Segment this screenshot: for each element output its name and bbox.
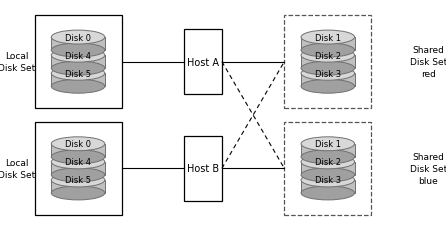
Bar (51, 180, 105, 193)
Bar (51, 144, 105, 157)
Ellipse shape (51, 186, 105, 200)
Ellipse shape (51, 168, 105, 182)
Ellipse shape (301, 62, 355, 76)
Ellipse shape (301, 49, 355, 63)
Text: Disk 3: Disk 3 (315, 176, 341, 185)
Ellipse shape (301, 186, 355, 200)
Text: Disk 0: Disk 0 (65, 140, 91, 149)
Ellipse shape (301, 173, 355, 187)
Bar (301, 162, 355, 175)
Ellipse shape (301, 67, 355, 81)
Ellipse shape (51, 150, 105, 164)
Text: Disk 2: Disk 2 (315, 52, 341, 60)
Bar (301, 180, 355, 193)
Ellipse shape (301, 168, 355, 182)
Bar (184, 136, 222, 201)
Bar (285, 16, 371, 109)
Text: Local
Disk Set: Local Disk Set (0, 52, 36, 73)
Ellipse shape (301, 137, 355, 151)
Text: Disk 5: Disk 5 (65, 176, 91, 185)
Bar (51, 56, 105, 69)
Ellipse shape (51, 44, 105, 58)
Ellipse shape (51, 155, 105, 169)
Text: Disk 5: Disk 5 (65, 70, 91, 78)
Text: Disk 3: Disk 3 (315, 70, 341, 78)
Text: Disk 4: Disk 4 (65, 158, 91, 167)
Ellipse shape (51, 31, 105, 45)
Bar (51, 162, 105, 175)
Text: Shared
Disk Set
blue: Shared Disk Set blue (409, 152, 446, 185)
Bar (51, 74, 105, 87)
Ellipse shape (51, 80, 105, 94)
Text: Disk 2: Disk 2 (315, 158, 341, 167)
Bar (285, 122, 371, 215)
Ellipse shape (51, 137, 105, 151)
Text: Disk 0: Disk 0 (65, 33, 91, 42)
Text: Host B: Host B (187, 164, 219, 174)
Ellipse shape (51, 173, 105, 187)
Ellipse shape (301, 155, 355, 169)
Bar (301, 38, 355, 51)
Ellipse shape (51, 67, 105, 81)
Text: Local
Disk Set: Local Disk Set (0, 158, 36, 179)
Bar (51, 38, 105, 51)
Text: Shared
Disk Set
red: Shared Disk Set red (409, 46, 446, 79)
Ellipse shape (51, 62, 105, 76)
Ellipse shape (301, 44, 355, 58)
Ellipse shape (301, 150, 355, 164)
Bar (301, 144, 355, 157)
Text: Disk 4: Disk 4 (65, 52, 91, 60)
Bar (301, 56, 355, 69)
Ellipse shape (301, 80, 355, 94)
Text: Disk 1: Disk 1 (315, 33, 341, 42)
Bar (34, 16, 121, 109)
Ellipse shape (51, 49, 105, 63)
Ellipse shape (301, 31, 355, 45)
Bar (301, 74, 355, 87)
Bar (34, 122, 121, 215)
Bar (184, 30, 222, 95)
Text: Host A: Host A (187, 57, 219, 67)
Text: Disk 1: Disk 1 (315, 140, 341, 149)
